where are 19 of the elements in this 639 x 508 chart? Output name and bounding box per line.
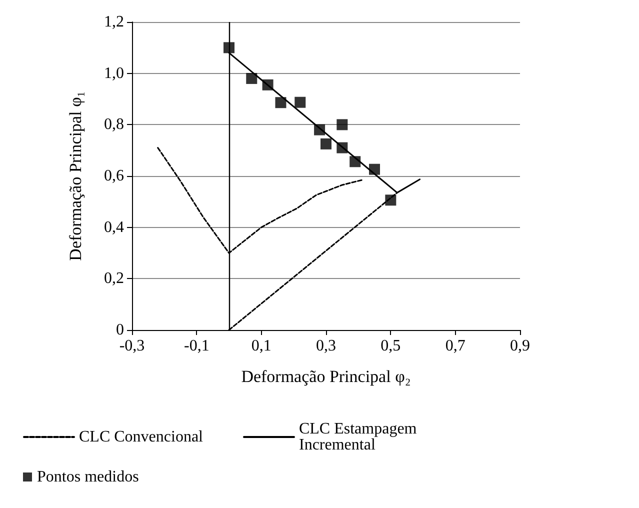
y-tick-label: 1,0 <box>104 64 124 82</box>
x-axis-title: Deformação Principal φ₂ <box>241 367 411 386</box>
y-tick-label: 1,2 <box>104 14 124 30</box>
legend-label: CLC Convencional <box>79 428 204 446</box>
x-tick-label: -0,1 <box>184 338 210 354</box>
y-axis-title: Deformação Principal φ₁ <box>66 91 85 261</box>
x-tick-label: 0,3 <box>316 338 336 354</box>
y-tick-label: 0,4 <box>104 218 124 236</box>
x-tick-label: 0,7 <box>445 338 466 354</box>
y-tick-label: 0 <box>116 322 124 338</box>
y-tick-label: 0,8 <box>104 116 124 134</box>
x-tick-label: -0,3 <box>119 338 145 354</box>
y-tick-label: 0,2 <box>104 270 124 288</box>
x-tick-label: 0,1 <box>251 338 272 354</box>
legend-label: Pontos medidos <box>37 468 139 486</box>
legend-label: CLC Estampagem Incremental <box>298 420 421 454</box>
x-tick-label: 0,5 <box>380 338 401 354</box>
y-tick-label: 0,6 <box>104 168 124 184</box>
x-tick-label: 0,9 <box>510 338 530 354</box>
